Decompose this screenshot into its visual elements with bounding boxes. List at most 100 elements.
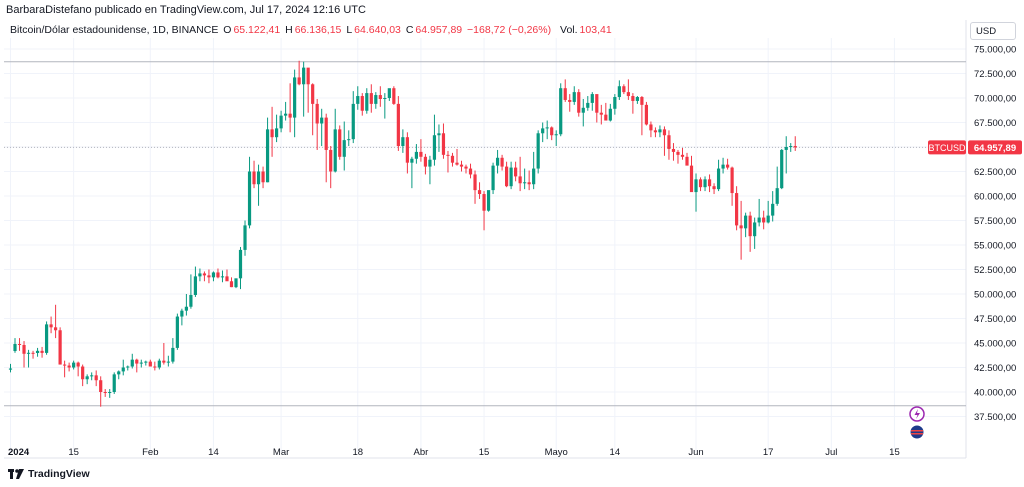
candle-body[interactable] [333,129,337,172]
candle-body[interactable] [175,316,179,348]
candle-body[interactable] [72,362,76,368]
candle-body[interactable] [108,392,112,393]
candle-body[interactable] [527,182,531,185]
candle-body[interactable] [365,93,369,111]
candle-body[interactable] [94,375,98,381]
candle-body[interactable] [505,166,509,187]
candle-body[interactable] [658,129,662,133]
candle-body[interactable] [694,179,698,193]
candle-body[interactable] [428,159,432,167]
candle-body[interactable] [676,151,680,155]
candle-body[interactable] [721,164,725,169]
candle-body[interactable] [491,165,495,191]
candle-body[interactable] [572,92,576,102]
candle-body[interactable] [234,278,238,288]
candle-body[interactable] [356,96,360,104]
candle-body[interactable] [586,102,590,108]
candle-body[interactable] [35,350,40,353]
candle-body[interactable] [753,222,757,237]
candle-body[interactable] [297,77,301,85]
candle-body[interactable] [464,166,468,169]
candle-body[interactable] [13,343,17,352]
candle-body[interactable] [631,96,635,101]
candle-body[interactable] [284,113,288,116]
candle-body[interactable] [730,167,734,194]
candle-body[interactable] [568,99,572,102]
candle-body[interactable] [99,380,103,392]
candle-body[interactable] [238,249,243,279]
candle-body[interactable] [387,88,391,98]
candle-body[interactable] [613,97,617,109]
candle-body[interactable] [414,151,418,159]
candle-body[interactable] [653,130,658,133]
candle-body[interactable] [329,149,333,172]
candle-body[interactable] [216,272,220,278]
candle-body[interactable] [67,365,71,368]
candle-body[interactable] [780,149,784,189]
candle-body[interactable] [577,92,581,113]
candle-body[interactable] [626,92,630,97]
candle-body[interactable] [392,88,396,104]
candle-body[interactable] [744,215,748,229]
candle-body[interactable] [8,368,13,370]
candle-body[interactable] [459,164,464,167]
candle-body[interactable] [595,94,599,113]
candle-body[interactable] [550,127,554,136]
candle-body[interactable] [446,154,450,156]
candle-body[interactable] [437,133,441,136]
candle-body[interactable] [144,361,148,363]
candle-body[interactable] [563,88,567,100]
candle-body[interactable] [247,171,252,226]
candle-body[interactable] [762,217,766,223]
candle-body[interactable] [302,67,306,85]
candle-body[interactable] [680,154,685,157]
candle-body[interactable] [279,115,283,129]
candle-body[interactable] [604,114,608,121]
candle-body[interactable] [599,112,603,115]
candle-body[interactable] [360,96,364,111]
candle-body[interactable] [644,104,649,125]
candle-body[interactable] [229,281,234,288]
candle-body[interactable] [121,367,125,372]
candle-body[interactable] [495,157,500,166]
candle-body[interactable] [90,375,94,377]
candle-body[interactable] [581,107,585,113]
candle-body[interactable] [784,147,788,150]
candle-body[interactable] [771,203,775,216]
candle-body[interactable] [477,190,482,195]
candle-body[interactable] [252,171,256,185]
candle-body[interactable] [735,193,739,226]
candle-body[interactable] [608,108,612,121]
candle-body[interactable] [207,275,211,278]
candle-body[interactable] [320,117,324,124]
candle-body[interactable] [265,129,270,183]
candle-body[interactable] [256,171,261,185]
candle-body[interactable] [554,134,558,136]
candle-body[interactable] [293,77,297,118]
candle-body[interactable] [338,129,342,157]
candle-body[interactable] [184,306,188,311]
candle-body[interactable] [198,273,202,277]
candle-body[interactable] [707,179,712,187]
candle-body[interactable] [162,360,166,363]
candle-body[interactable] [369,93,373,104]
candle-body[interactable] [351,103,355,140]
candle-body[interactable] [225,276,229,282]
candle-body[interactable] [532,168,536,185]
candle-body[interactable] [378,95,382,99]
candle-body[interactable] [17,343,22,345]
candle-body[interactable] [716,168,721,190]
candle-body[interactable] [189,294,193,307]
candle-body[interactable] [130,359,134,367]
candle-body[interactable] [311,84,315,104]
candle-body[interactable] [432,135,437,160]
candle-body[interactable] [31,352,35,354]
candle-body[interactable] [640,97,644,105]
candle-body[interactable] [26,352,31,354]
candle-body[interactable] [44,324,49,353]
candle-body[interactable] [455,162,459,165]
candle-body[interactable] [261,171,265,183]
candle-body[interactable] [112,374,116,392]
candle-body[interactable] [315,103,319,124]
